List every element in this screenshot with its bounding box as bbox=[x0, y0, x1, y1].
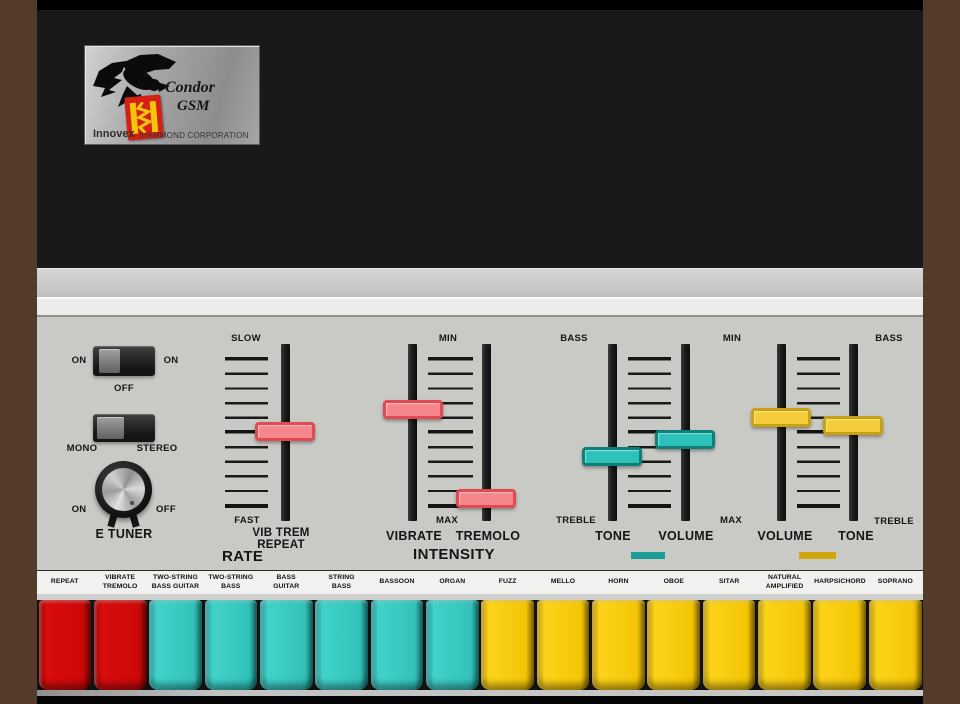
control-panel bbox=[37, 317, 923, 570]
tone-slider-track[interactable] bbox=[608, 344, 617, 521]
e-tuner-knob-face[interactable] bbox=[102, 468, 145, 511]
teal-group-indicator bbox=[631, 552, 665, 559]
tab-organ[interactable] bbox=[425, 600, 479, 690]
condor-bird-icon bbox=[93, 54, 176, 111]
music-ledge-bottom bbox=[37, 297, 923, 317]
tab-fuzz[interactable] bbox=[481, 600, 535, 690]
tone2-bass-label: BASS bbox=[875, 333, 903, 344]
tone2-label: TONE bbox=[838, 529, 874, 543]
intensity-max-label: MAX bbox=[435, 515, 459, 526]
tone2-treble-label: TREBLE bbox=[874, 516, 914, 527]
volume-label: VOLUME bbox=[658, 529, 714, 543]
tab-horn[interactable] bbox=[591, 600, 645, 690]
tab-repeat[interactable] bbox=[38, 600, 92, 690]
tab-shelf bbox=[37, 690, 923, 696]
volume2-label: VOLUME bbox=[757, 529, 813, 543]
volume-min-label: MIN bbox=[722, 333, 742, 344]
tab-label-horn: HORN bbox=[608, 578, 629, 586]
power-switch-right-label: ON bbox=[163, 355, 179, 366]
intensity-tick-scale bbox=[428, 357, 473, 508]
cabinet-top-gap bbox=[37, 0, 923, 10]
mono-label: MONO bbox=[66, 443, 98, 454]
tone-slider-handle[interactable] bbox=[582, 447, 642, 466]
mono-stereo-switch[interactable] bbox=[93, 414, 155, 442]
logo-brand: Innovex bbox=[93, 128, 135, 140]
tab-label-two-string-bass-guitar: TWO-STRING BASS GUITAR bbox=[151, 574, 200, 590]
tuner-off-label: OFF bbox=[156, 504, 176, 515]
tone-bass-label: BASS bbox=[560, 333, 588, 344]
power-switch[interactable] bbox=[93, 346, 155, 376]
tuner-on-label: ON bbox=[71, 504, 87, 515]
tab-vibrate-tremolo[interactable] bbox=[93, 600, 147, 690]
volume-max-label: MAX bbox=[719, 515, 743, 526]
tab-two-string-bass-guitar[interactable] bbox=[149, 600, 203, 690]
tremolo-slider-handle[interactable] bbox=[456, 489, 516, 508]
rate-slow-label: SLOW bbox=[231, 333, 261, 344]
mono-stereo-switch-knob[interactable] bbox=[97, 417, 124, 439]
tab-label-vibrate-tremolo: VIBRATE TREMOLO bbox=[102, 574, 138, 590]
tab-label-strip: REPEAT VIBRATE TREMOLO TWO-STRING BASS GUI… bbox=[37, 570, 923, 600]
tab-label-string-bass: STRING BASS bbox=[328, 574, 355, 590]
volume-slider-handle[interactable] bbox=[655, 430, 715, 449]
tab-label-row: REPEAT VIBRATE TREMOLO TWO-STRING BASS GUI… bbox=[37, 571, 923, 594]
power-switch-knob[interactable] bbox=[99, 349, 120, 373]
vibrate-slider-track[interactable] bbox=[408, 344, 417, 521]
intensity-section-label: INTENSITY bbox=[413, 546, 495, 563]
tab-label-repeat: REPEAT bbox=[50, 578, 79, 586]
rate-fast-label: FAST bbox=[234, 515, 260, 526]
music-ledge-top bbox=[37, 268, 923, 297]
logo-subtitle: GSM bbox=[177, 98, 210, 114]
tab-harpsichord[interactable] bbox=[813, 600, 867, 690]
tab-label-harpsichord: HARPSICHORD bbox=[814, 578, 866, 586]
vibrate-slider-handle[interactable] bbox=[383, 400, 443, 419]
tone-treble-label: TREBLE bbox=[556, 515, 596, 526]
innovex-h-icon bbox=[124, 94, 164, 141]
rate-slider-handle[interactable] bbox=[255, 422, 315, 441]
logo-title: Condor bbox=[165, 79, 215, 96]
tab-label-sitar: SITAR bbox=[718, 578, 740, 586]
tab-label-bass-guitar: BASS GUITAR bbox=[273, 574, 300, 590]
tone-label: TONE bbox=[595, 529, 631, 543]
tab-label-fuzz: FUZZ bbox=[498, 578, 517, 586]
rate-section-label: RATE bbox=[222, 548, 264, 565]
tab-oboe[interactable] bbox=[647, 600, 701, 690]
tab-bassoon[interactable] bbox=[370, 600, 424, 690]
tab-two-string-bass[interactable] bbox=[204, 600, 258, 690]
tone2-slider-handle[interactable] bbox=[823, 416, 883, 435]
tab-label-organ: ORGAN bbox=[439, 578, 466, 586]
logo-brand-suffix: /HAMMOND CORPORATION bbox=[139, 131, 249, 140]
tab-row bbox=[37, 600, 923, 690]
vibrate-label: VIBRATE bbox=[385, 529, 443, 543]
tab-string-bass[interactable] bbox=[315, 600, 369, 690]
e-tuner-label: E TUNER bbox=[95, 527, 153, 541]
volume2-slider-track[interactable] bbox=[777, 344, 786, 521]
tab-bass-guitar[interactable] bbox=[259, 600, 313, 690]
intensity-min-label: MIN bbox=[438, 333, 458, 344]
tab-label-mello: MELLO bbox=[550, 578, 576, 586]
e-tuner-knob[interactable] bbox=[95, 461, 152, 518]
tremolo-slider-track[interactable] bbox=[482, 344, 491, 521]
tab-label-bassoon: BASSOON bbox=[379, 578, 415, 586]
tab-sitar[interactable] bbox=[702, 600, 756, 690]
stereo-label: STEREO bbox=[136, 443, 178, 454]
volume2-slider-handle[interactable] bbox=[751, 408, 811, 427]
logo-plate: Condor GSM Innovex /HAMMOND CORPORATION bbox=[84, 45, 260, 145]
cabinet-black-panel: Condor GSM Innovex /HAMMOND CORPORATION bbox=[37, 10, 923, 268]
e-tuner-knob-dot bbox=[130, 501, 134, 505]
tab-label-oboe: OBOE bbox=[663, 578, 685, 586]
tab-natural-amplified[interactable] bbox=[757, 600, 811, 690]
tab-label-natural-amplified: NATURAL AMPLIFIED bbox=[765, 574, 804, 590]
power-switch-off-label: OFF bbox=[114, 383, 134, 394]
yellow-group-indicator bbox=[799, 552, 836, 559]
tab-soprano[interactable] bbox=[868, 600, 922, 690]
power-switch-left-label: ON bbox=[71, 355, 87, 366]
rate-slider-name-line2: REPEAT bbox=[257, 539, 305, 551]
tab-mello[interactable] bbox=[536, 600, 590, 690]
cabinet-bottom bbox=[37, 696, 923, 704]
rate-slider-name-line1: VIB TREM bbox=[252, 527, 310, 539]
tab-label-two-string-bass: TWO-STRING BASS bbox=[208, 574, 254, 590]
tab-label-soprano: SOPRANO bbox=[877, 578, 913, 586]
tremolo-label: TREMOLO bbox=[455, 529, 521, 543]
